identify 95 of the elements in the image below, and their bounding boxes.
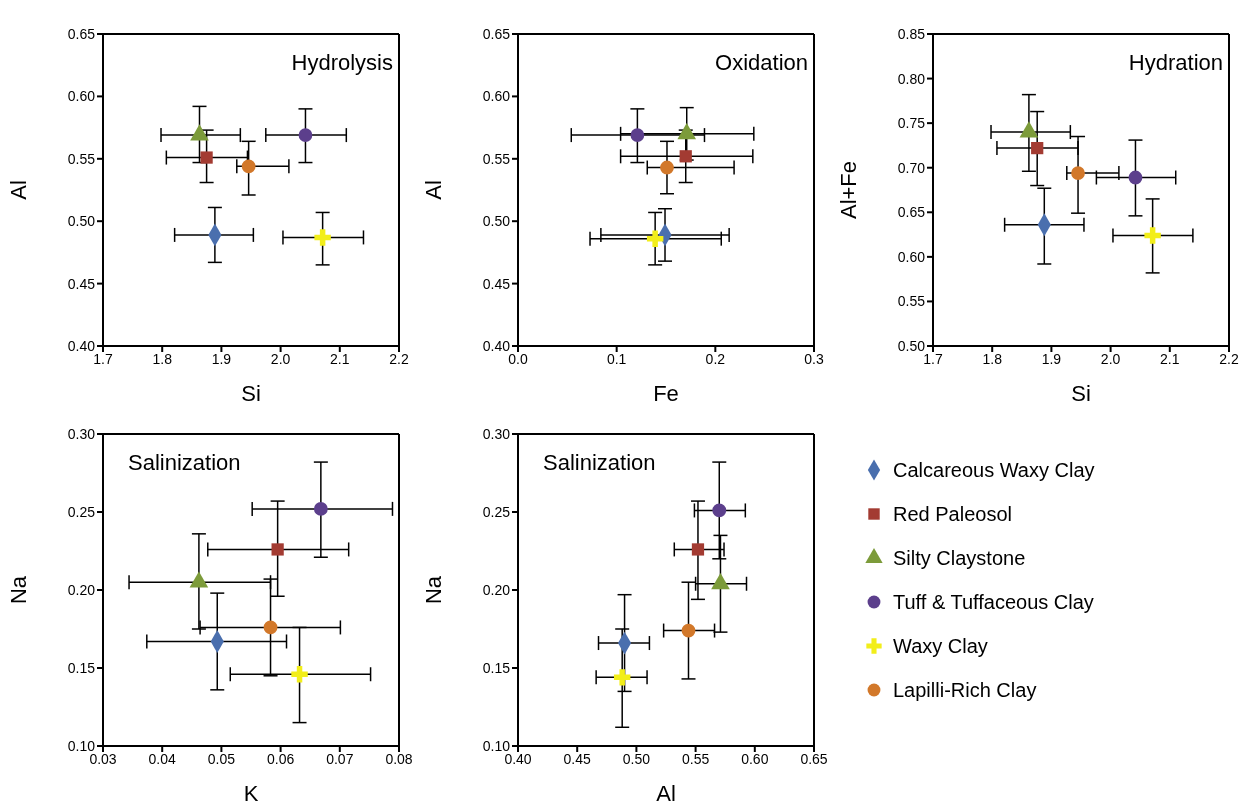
y-tick-label: 0.80	[897, 70, 926, 87]
point	[271, 543, 284, 556]
x-axis-title: Al	[656, 781, 676, 806]
y-tick-label: 0.55	[897, 293, 926, 310]
y-tick-label: 0.45	[482, 275, 511, 292]
y-tick-label: 0.30	[67, 425, 96, 442]
point	[679, 150, 692, 163]
point	[313, 501, 328, 516]
y-tick-label: 0.25	[482, 503, 511, 520]
x-tick-label: 0.50	[622, 750, 651, 767]
x-tick-label: 0.06	[266, 750, 295, 767]
x-tick-label: 0.60	[741, 750, 769, 767]
x-tick-label: 2.0	[1100, 350, 1121, 367]
point	[298, 128, 313, 142]
y-tick-label: 0.20	[482, 581, 511, 598]
point	[1031, 141, 1044, 155]
y-axis-title: Al	[420, 180, 446, 200]
point	[691, 543, 705, 556]
x-tick-label: 0.65	[800, 750, 828, 767]
y-tick-label: 0.55	[67, 150, 96, 167]
point	[630, 128, 645, 142]
legend-label: Tuff & Tuffaceous Clay	[893, 590, 1094, 614]
legend-label: Silty Claystone	[893, 546, 1026, 570]
y-axis-title: Al+Fe	[835, 160, 861, 220]
point	[1071, 166, 1085, 180]
x-axis-title: Si	[241, 381, 261, 406]
x-tick-label: 1.7	[923, 350, 943, 367]
legend-label: Calcareous Waxy Clay	[893, 458, 1095, 482]
text: Salinization	[128, 450, 241, 476]
y-tick-label: 0.30	[482, 425, 511, 442]
y-tick-label: 0.50	[67, 213, 96, 230]
x-tick-label: 1.7	[93, 350, 113, 367]
point	[712, 503, 727, 518]
x-tick-label: 1.9	[1041, 350, 1062, 367]
x-tick-label: 0.05	[207, 750, 236, 767]
y-tick-label: 0.65	[67, 25, 96, 42]
x-tick-label: 2.0	[270, 350, 291, 367]
text: Salinization	[543, 450, 656, 476]
y-tick-label: 0.65	[482, 25, 511, 42]
y-axis-title: Al	[5, 180, 31, 200]
y-tick-label: 0.50	[482, 213, 511, 230]
x-tick-label: 0.07	[326, 750, 354, 767]
y-tick-label: 0.20	[67, 581, 96, 598]
x-tick-label: 1.8	[982, 350, 1003, 367]
y-tick-label: 0.55	[482, 150, 511, 167]
point	[1144, 227, 1161, 244]
x-axis-title: Si	[1071, 381, 1091, 406]
y-tick-label: 0.75	[897, 115, 926, 132]
y-tick-label: 0.60	[897, 248, 926, 265]
y-tick-label: 0.15	[482, 659, 511, 676]
y-tick-label: 0.40	[482, 337, 511, 354]
y-tick-label: 0.45	[67, 275, 96, 292]
y-tick-label: 0.65	[897, 204, 926, 221]
x-tick-label: 1.8	[152, 350, 173, 367]
x-tick-label: 0.55	[681, 750, 710, 767]
y-tick-label: 0.50	[897, 337, 926, 354]
x-axis-title: Fe	[653, 381, 679, 406]
x-tick-label: 2.1	[330, 350, 350, 367]
point	[241, 159, 256, 174]
y-tick-label: 0.25	[67, 503, 96, 520]
legend-label: Lapilli-Rich Clay	[893, 678, 1037, 702]
y-tick-label: 0.85	[897, 25, 926, 42]
x-tick-label: 2.2	[1219, 350, 1239, 367]
legend-label: Waxy Clay	[893, 634, 988, 658]
text: Oxidation	[715, 50, 808, 76]
x-tick-label: 0.2	[705, 350, 726, 367]
point	[681, 623, 696, 638]
x-tick-label: 0.08	[385, 750, 413, 767]
x-tick-label: 0.04	[148, 750, 177, 767]
y-axis-title: Na	[420, 575, 446, 605]
x-axis-title: K	[243, 781, 259, 806]
y-tick-label: 0.60	[482, 88, 511, 105]
legend-label: Red Paleosol	[893, 502, 1012, 526]
point	[291, 666, 308, 683]
point	[200, 151, 213, 164]
y-tick-label: 0.60	[67, 88, 96, 105]
point	[314, 229, 331, 246]
x-tick-label: 0.3	[804, 350, 824, 367]
y-tick-label: 0.40	[67, 337, 96, 354]
x-tick-label: 1.9	[211, 350, 232, 367]
x-tick-label: 0.0	[508, 350, 528, 367]
point	[660, 160, 674, 175]
x-tick-label: 0.45	[563, 750, 592, 767]
text: Hydration	[1128, 50, 1223, 76]
y-tick-label: 0.70	[897, 159, 926, 176]
point	[646, 230, 664, 247]
point	[1128, 170, 1143, 185]
x-tick-label: 0.1	[606, 350, 627, 367]
point	[263, 620, 278, 635]
x-tick-label: 2.1	[1160, 350, 1180, 367]
y-tick-label: 0.15	[67, 659, 96, 676]
point	[613, 669, 631, 686]
text: Hydrolysis	[291, 50, 393, 76]
x-tick-label: 2.2	[389, 350, 409, 367]
y-axis-title: Na	[5, 575, 31, 605]
